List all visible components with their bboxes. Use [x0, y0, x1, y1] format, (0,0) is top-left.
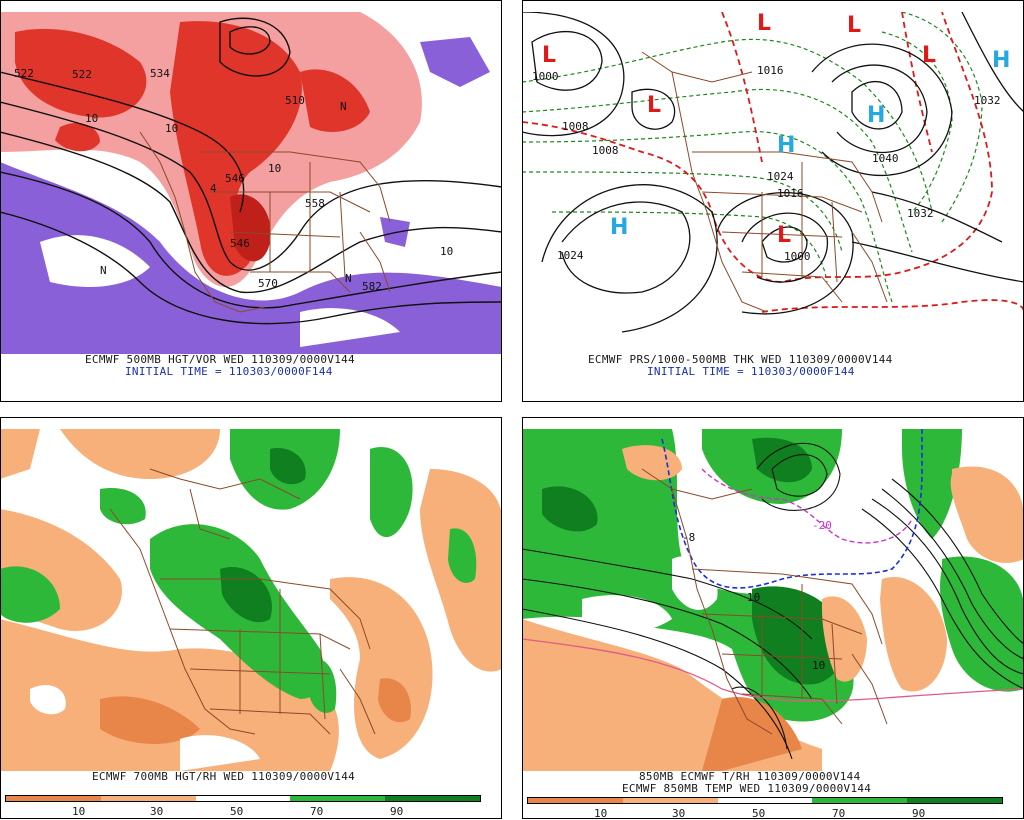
map-pressure-thickness: L L L L L L H H H H 1000 1008 1008 1016 … — [522, 12, 1024, 354]
panel-4-title: 850MB ECMWF T/RH 110309/0000V144 — [639, 770, 861, 783]
colorbar-tick: 30 — [150, 805, 164, 818]
contour-label: N — [345, 272, 352, 285]
high-pressure-symbol: H — [992, 48, 1010, 73]
isobar-label: 1024 — [767, 170, 794, 183]
contour-label: 10 — [747, 591, 760, 604]
panel-500mb-hgt-vor: 522 522 534 510 546 546 558 570 582 10 1… — [0, 0, 502, 402]
contour-label: 570 — [258, 277, 278, 290]
isobar-label: 1032 — [907, 207, 934, 220]
panel-4-subtitle: ECMWF 850MB TEMP WED 110309/0000V144 — [622, 782, 872, 795]
panel-3-title: ECMWF 700MB HGT/RH WED 110309/0000V144 — [92, 770, 356, 783]
colorbar-tick: 70 — [310, 805, 324, 818]
isobar-label: 1024 — [557, 249, 584, 262]
panel-prs-thickness: L L L L L L H H H H 1000 1008 1008 1016 … — [522, 0, 1024, 402]
map-700mb-humidity — [0, 429, 502, 771]
panel-1-frame — [0, 0, 502, 402]
colorbar-tick: 70 — [832, 807, 846, 820]
panel-850mb-t-rh: 10 10 -20 -8 850MB ECMWF T/RH 110309/000… — [522, 417, 1024, 820]
contour-label: N — [340, 100, 347, 113]
isobar-label: 1000 — [532, 70, 559, 83]
contour-label: -8 — [682, 531, 695, 544]
isobar-label: 1000 — [784, 250, 811, 263]
colorbar-tick: 50 — [752, 807, 766, 820]
isobar-label: 1016 — [757, 64, 784, 77]
low-pressure-symbol: L — [847, 13, 861, 38]
low-pressure-symbol: L — [922, 43, 936, 68]
colorbar-tick: 10 — [594, 807, 608, 820]
map-850mb-temp-humidity: 10 10 -20 -8 — [522, 429, 1024, 771]
contour-label: 10 — [812, 659, 825, 672]
contour-label: 10 — [440, 245, 453, 258]
colorbar-tick: 90 — [912, 807, 926, 820]
isobar-label: 1008 — [592, 144, 619, 157]
low-pressure-symbol: L — [757, 12, 771, 36]
contour-label: 10 — [85, 112, 98, 125]
contour-label: 4 — [210, 182, 217, 195]
isobar-label: 1016 — [777, 187, 804, 200]
contour-label: 522 — [72, 68, 92, 81]
isobar-label: 1008 — [562, 120, 589, 133]
high-pressure-symbol: H — [777, 133, 795, 158]
contour-label: 10 — [268, 162, 281, 175]
contour-label: 558 — [305, 197, 325, 210]
contour-label: 10 — [165, 122, 178, 135]
colorbar-tick: 50 — [230, 805, 244, 818]
high-pressure-symbol: H — [610, 215, 628, 240]
panel-700mb-hgt-rh: ECMWF 700MB HGT/RH WED 110309/0000V144 1… — [0, 417, 502, 819]
panel-2-frame — [522, 0, 1024, 402]
contour-label: 510 — [285, 94, 305, 107]
panel-1-initial-time: INITIAL TIME = 110303/0000F144 — [125, 365, 333, 378]
low-pressure-symbol: L — [647, 93, 661, 118]
contour-label: -20 — [812, 519, 832, 532]
rh-colorbar — [527, 797, 1003, 804]
high-pressure-symbol: H — [867, 103, 885, 128]
colorbar-tick: 10 — [72, 805, 86, 818]
panel-3-frame — [0, 417, 502, 819]
contour-label: 546 — [230, 237, 250, 250]
panel-2-title: ECMWF PRS/1000-500MB THK WED 110309/0000… — [588, 353, 893, 366]
isobar-label: 1032 — [974, 94, 1001, 107]
contour-label: 522 — [14, 67, 34, 80]
panel-4-frame — [522, 417, 1024, 819]
contour-label: 546 — [225, 172, 245, 185]
panel-2-initial-time: INITIAL TIME = 110303/0000F144 — [647, 365, 855, 378]
panel-1-title: ECMWF 500MB HGT/VOR WED 110309/0000V144 — [85, 353, 355, 366]
low-pressure-symbol: L — [542, 43, 556, 68]
contour-label: 582 — [362, 280, 382, 293]
rh-colorbar — [5, 795, 481, 802]
contour-label: N — [100, 264, 107, 277]
map-500mb-vorticity: 522 522 534 510 546 546 558 570 582 10 1… — [0, 12, 502, 354]
colorbar-tick: 90 — [390, 805, 404, 818]
contour-label: 534 — [150, 67, 170, 80]
colorbar-tick: 30 — [672, 807, 686, 820]
low-pressure-symbol: L — [777, 223, 791, 248]
isobar-label: 1040 — [872, 152, 899, 165]
